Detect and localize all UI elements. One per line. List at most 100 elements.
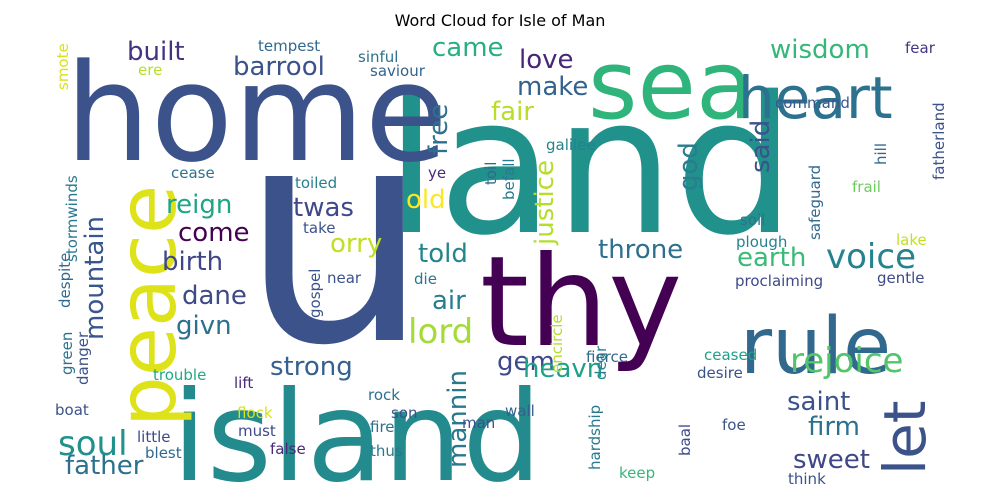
word-must: must (238, 422, 276, 440)
word-frail: frail (852, 178, 881, 196)
word-man: man (462, 414, 495, 432)
word-think: think (788, 470, 826, 488)
word-despite: despite (56, 253, 74, 308)
word-boat: boat (55, 401, 89, 419)
word-fatherland: fatherland (930, 102, 948, 180)
word-saint: saint (787, 387, 850, 417)
word-peace: peace (101, 185, 194, 427)
word-trouble: trouble (153, 366, 206, 384)
word-reign: reign (166, 190, 232, 220)
word-galilee: galilee (546, 136, 596, 154)
word-earth: earth (737, 243, 806, 273)
word-little: little (137, 428, 171, 446)
word-twas: twas (293, 193, 354, 223)
word-soul: soul (58, 424, 128, 464)
word-fire: fire (370, 418, 395, 436)
word-sea: sea (588, 31, 754, 141)
word-built: built (127, 37, 185, 67)
word-thy: thy (480, 230, 682, 375)
word-foe: foe (722, 416, 746, 434)
word-cease: cease (171, 164, 215, 182)
word-toil: toil (482, 162, 500, 185)
word-rock: rock (368, 386, 400, 404)
word-baal: baal (676, 424, 694, 456)
word-throne: throne (598, 235, 683, 265)
word-strong: strong (270, 352, 353, 382)
word-desire: desire (697, 364, 743, 382)
word-toiled: toiled (295, 174, 337, 192)
word-tempest: tempest (258, 37, 320, 55)
word-come: come (178, 218, 250, 248)
word-rule: rule (740, 302, 891, 392)
word-ye: ye (428, 164, 446, 182)
word-wall: wall (505, 402, 535, 420)
word-fear: fear (905, 39, 936, 57)
word-encircle: encircle (548, 314, 566, 373)
word-proclaiming: proclaiming (735, 272, 823, 290)
word-saviour: saviour (370, 62, 426, 80)
word-command: command (775, 94, 850, 112)
word-plough: plough (736, 233, 787, 251)
word-island: island (172, 365, 542, 500)
word-love: love (519, 45, 574, 75)
word-befall: befall (500, 158, 518, 200)
word-smote: smote (54, 43, 72, 90)
word-dear: dear (592, 345, 610, 380)
word-said: said (746, 120, 776, 173)
word-keep: keep (619, 464, 655, 482)
word-heavn: heavn (523, 354, 603, 384)
word-soil: soil (740, 211, 765, 229)
word-hardship: hardship (586, 405, 604, 470)
word-dane: dane (182, 281, 247, 311)
word-die: die (414, 270, 437, 288)
word-stormwinds: stormwinds (63, 175, 81, 262)
word-barrool: barrool (233, 52, 325, 82)
word-heart: heart (738, 64, 893, 132)
word-firm: firm (808, 412, 860, 442)
word-mountain: mountain (80, 216, 110, 340)
word-thus: thus (370, 442, 403, 460)
word-flock: flock (237, 404, 273, 422)
word-god: god (674, 142, 704, 191)
word-hill: hill (872, 143, 890, 165)
word-givn: givn (176, 311, 232, 341)
word-justice: justice (530, 160, 560, 246)
word-told: told (418, 239, 468, 269)
word-sweet: sweet (793, 445, 870, 475)
word-lake: lake (896, 231, 927, 249)
word-orry: orry (330, 229, 382, 259)
word-birth: birth (162, 247, 223, 277)
word-danger: danger (74, 331, 92, 385)
word-take: take (303, 219, 335, 237)
word-lift: lift (234, 374, 253, 392)
word-sinful: sinful (358, 48, 398, 66)
word-let: let (871, 400, 939, 475)
word-mannin: mannin (443, 370, 473, 468)
word-gentle: gentle (877, 269, 925, 287)
word-father: father (65, 451, 144, 481)
word-false: false (270, 440, 306, 458)
word-safeguard: safeguard (806, 165, 824, 240)
word-voice: voice (826, 237, 916, 277)
word-ceased: ceased (704, 346, 757, 364)
word-gospel: gospel (306, 269, 324, 318)
word-fierce: fierce (586, 348, 628, 366)
word-gem: gem (497, 347, 555, 377)
word-free: free (424, 104, 454, 155)
word-rejoice: rejoice (790, 341, 903, 381)
word-came: came (432, 33, 504, 63)
word-near: near (327, 269, 362, 287)
word-fair: fair (491, 97, 534, 127)
word-air: air (432, 286, 466, 316)
word-ere: ere (138, 61, 162, 79)
chart-title: Word Cloud for Isle of Man (394, 11, 606, 30)
word-wisdom: wisdom (770, 35, 870, 65)
word-old: old (406, 185, 446, 215)
word-green: green (58, 332, 76, 375)
word-land: land (385, 56, 795, 277)
word-make: make (517, 72, 588, 102)
word-lord: lord (408, 312, 473, 352)
word-son: son (391, 404, 418, 422)
word-blest: blest (145, 444, 182, 462)
